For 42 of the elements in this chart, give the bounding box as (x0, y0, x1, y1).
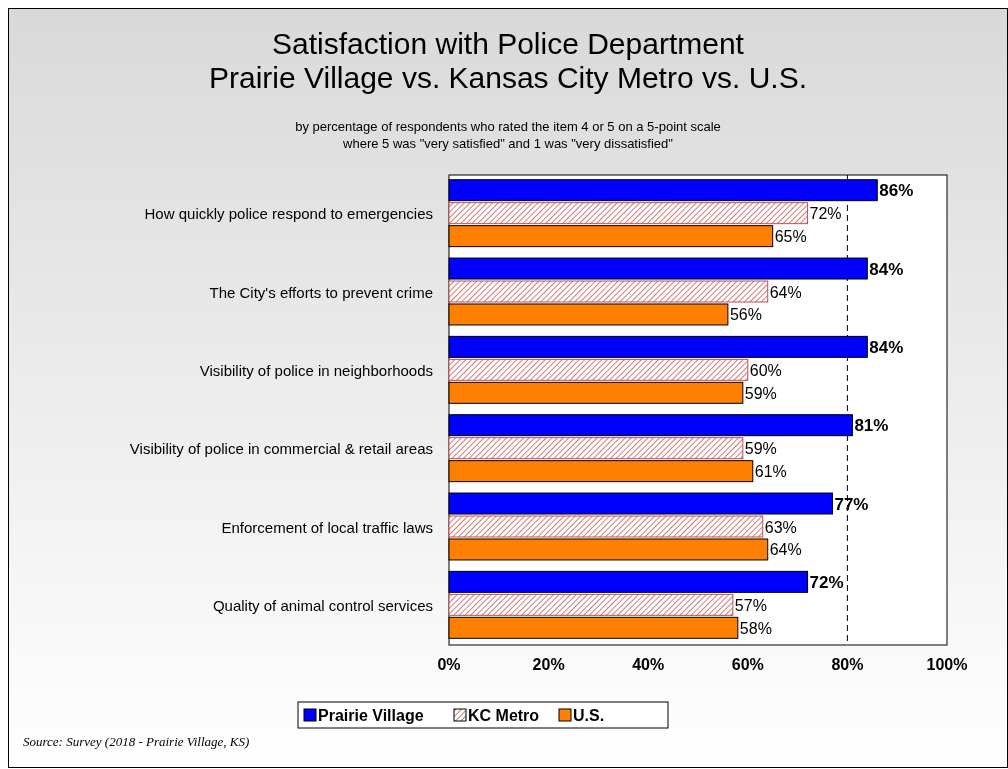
bar (448, 515, 764, 538)
data-label: 59% (744, 384, 777, 402)
data-label: 64% (769, 283, 802, 301)
y-tick-label: Quality of animal control services (212, 596, 433, 614)
x-tick-label: 100% (926, 656, 968, 673)
data-label: 58% (739, 619, 772, 637)
data-label: 81% (854, 416, 889, 436)
x-tick-label: 60% (731, 656, 764, 673)
data-label: 72% (809, 205, 842, 223)
x-tick-label: 0% (437, 656, 461, 673)
data-label: 60% (749, 361, 782, 379)
data-label: 61% (754, 463, 787, 481)
bar (448, 437, 744, 460)
data-label: 84% (869, 337, 904, 357)
legend-label: U.S. (573, 707, 605, 724)
bar (448, 358, 749, 381)
x-tick-label: 20% (532, 656, 565, 673)
data-label: 72% (809, 572, 844, 592)
x-tick-label: 40% (632, 656, 665, 673)
bar (448, 593, 734, 616)
legend-label: Prairie Village (318, 707, 424, 724)
data-label: 65% (774, 228, 807, 246)
source-note: Source: Survey (2018 - Prairie Village, KS) (23, 734, 250, 749)
data-label: 63% (764, 518, 797, 536)
bar (448, 280, 769, 303)
x-tick-label: 80% (831, 656, 864, 673)
data-label: 59% (744, 440, 777, 458)
data-label: 57% (734, 596, 767, 614)
y-tick-label: The City's efforts to prevent crime (209, 283, 433, 301)
y-tick-label: Visibility of police in neighborhoods (199, 361, 433, 379)
y-tick-label: Visibility of police in commercial & retail areas (129, 440, 433, 458)
y-tick-label: Enforcement of local traffic laws (221, 518, 433, 536)
bar (448, 202, 809, 225)
chart-title: Satisfaction with Police Department Prairie Village vs. Kansas City Metro vs. U.S. (209, 27, 807, 94)
chart-subtitle: by percentage of respondents who rated the item 4 or 5 on a 5-point scale where 5 was "very satisfied" and 1 was "very dissatisfied" (295, 119, 721, 151)
legend-label: KC Metro (468, 707, 540, 724)
data-label: 64% (769, 541, 802, 559)
data-label: 84% (869, 259, 904, 279)
y-tick-label: How quickly police respond to emergencies (144, 205, 433, 223)
data-label: 56% (729, 306, 762, 324)
data-label: 77% (834, 494, 869, 514)
data-label: 86% (879, 181, 914, 201)
